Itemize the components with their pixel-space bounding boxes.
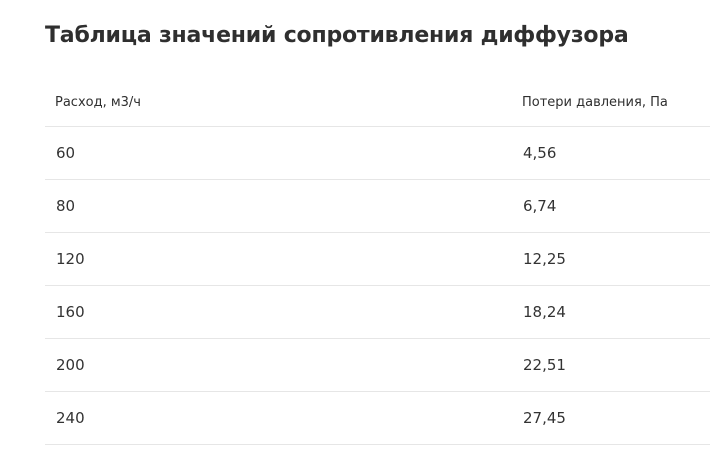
cell-pressure-loss: 6,74 [522, 179, 710, 233]
table-header: Расход, м3/ч Потери давления, Па [45, 79, 710, 127]
resistance-table: Расход, м3/ч Потери давления, Па 60 4,56… [45, 79, 710, 445]
table-row: 240 27,45 [45, 391, 710, 445]
cell-flow: 240 [45, 391, 522, 445]
table-body: 60 4,56 80 6,74 120 12,25 160 18,24 200 … [45, 126, 710, 445]
cell-flow: 160 [45, 285, 522, 339]
header-row: Расход, м3/ч Потери давления, Па [45, 79, 710, 127]
cell-pressure-loss: 18,24 [522, 285, 710, 339]
column-header-pressure-loss: Потери давления, Па [522, 79, 710, 127]
table-title: Таблица значений сопротивления диффузора [45, 23, 629, 48]
table-row: 60 4,56 [45, 126, 710, 180]
column-header-flow: Расход, м3/ч [45, 79, 522, 127]
cell-flow: 60 [45, 126, 522, 180]
cell-pressure-loss: 22,51 [522, 338, 710, 392]
table-row: 80 6,74 [45, 179, 710, 233]
cell-pressure-loss: 4,56 [522, 126, 710, 180]
cell-flow: 80 [45, 179, 522, 233]
table-row: 160 18,24 [45, 285, 710, 339]
cell-pressure-loss: 12,25 [522, 232, 710, 286]
cell-pressure-loss: 27,45 [522, 391, 710, 445]
table-row: 200 22,51 [45, 338, 710, 392]
cell-flow: 120 [45, 232, 522, 286]
cell-flow: 200 [45, 338, 522, 392]
content-section: Таблица значений сопротивления диффузора… [45, 22, 710, 445]
table-row: 120 12,25 [45, 232, 710, 286]
